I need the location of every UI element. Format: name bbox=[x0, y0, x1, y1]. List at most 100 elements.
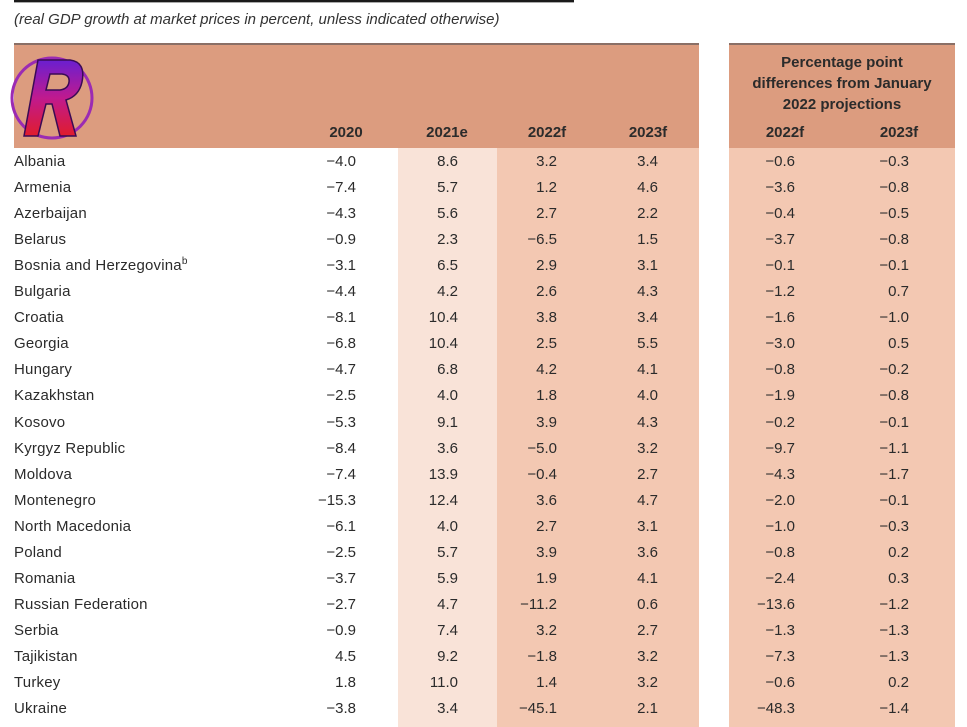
header-band-right bbox=[729, 45, 955, 148]
country-name: Albania bbox=[14, 149, 65, 175]
diff-2022f: −7.3 bbox=[765, 647, 795, 665]
value-2020: −3.7 bbox=[326, 569, 356, 587]
value-2023f: 2.7 bbox=[637, 465, 658, 483]
diff-2022f: −0.1 bbox=[765, 257, 795, 275]
diff-2022f: −0.6 bbox=[765, 153, 795, 170]
value-2023f: 4.0 bbox=[637, 387, 658, 405]
country-label: Tajikistan bbox=[14, 647, 78, 665]
value-2022f: 3.6 bbox=[536, 491, 557, 509]
country-name: Romania bbox=[14, 566, 75, 592]
diff-2023f: −0.5 bbox=[879, 205, 909, 223]
value-2022f: −11.2 bbox=[520, 595, 557, 613]
diff-2022f: −3.7 bbox=[765, 231, 795, 249]
country-name: Montenegro bbox=[14, 488, 96, 514]
diff-2022f: −0.2 bbox=[765, 413, 795, 431]
value-2020: −0.9 bbox=[326, 621, 356, 639]
country-label: Croatia bbox=[14, 309, 64, 327]
col-header-diff-2023f: 2023f bbox=[879, 124, 919, 141]
value-2021e: 3.4 bbox=[437, 700, 458, 718]
country-label: Kosovo bbox=[14, 413, 66, 431]
value-2022f: 3.2 bbox=[536, 153, 557, 170]
value-2021e: 5.6 bbox=[437, 205, 458, 223]
diff-2023f: 0.3 bbox=[888, 569, 909, 587]
country-name: Bosnia and Herzegovinab bbox=[14, 253, 188, 279]
col-header-2021e: 2021e bbox=[426, 124, 468, 141]
value-2022f: 1.9 bbox=[536, 569, 557, 587]
country-name: Belarus bbox=[14, 227, 66, 253]
value-2023f: 4.7 bbox=[637, 491, 658, 509]
table-row: Romania −3.7 5.9 1.9 4.1 −2.4 0.3 bbox=[0, 566, 967, 592]
diff-2022f: −0.6 bbox=[765, 674, 795, 691]
table-row: Bulgaria −4.4 4.2 2.6 4.3 −1.2 0.7 bbox=[0, 279, 967, 305]
diff-2023f: −0.8 bbox=[879, 179, 909, 197]
value-2020: −4.3 bbox=[326, 205, 356, 223]
value-2022f: 3.9 bbox=[536, 543, 557, 561]
country-name: Kosovo bbox=[14, 410, 65, 436]
value-2023f: 4.3 bbox=[637, 413, 658, 431]
table-row: Hungary −4.7 6.8 4.2 4.1 −0.8 −0.2 bbox=[0, 357, 967, 383]
value-2020: 4.5 bbox=[335, 647, 356, 665]
value-2020: −4.7 bbox=[326, 361, 356, 379]
table-row: Kyrgyz Republic −8.4 3.6 −5.0 3.2 −9.7 −1.1 bbox=[0, 436, 967, 462]
value-2022f: 3.8 bbox=[536, 309, 557, 327]
value-2021e: 2.3 bbox=[437, 231, 458, 249]
value-2020: −3.1 bbox=[326, 257, 356, 275]
country-name: Hungary bbox=[14, 357, 72, 383]
country-label: Georgia bbox=[14, 335, 69, 353]
value-2020: −3.8 bbox=[326, 700, 356, 718]
diff-2022f: −13.6 bbox=[757, 595, 795, 613]
value-2020: −4.0 bbox=[326, 153, 356, 170]
diff-2023f: −0.8 bbox=[879, 231, 909, 249]
value-2021e: 13.9 bbox=[428, 465, 458, 483]
country-name: Russian Federation bbox=[14, 592, 148, 618]
value-2020: −5.3 bbox=[326, 413, 356, 431]
value-2020: −7.4 bbox=[326, 179, 356, 197]
table-row: Georgia −6.8 10.4 2.5 5.5 −3.0 0.5 bbox=[0, 331, 967, 357]
diff-2023f: −1.3 bbox=[879, 621, 909, 639]
country-name: Azerbaijan bbox=[14, 201, 87, 227]
diff-2022f: −2.0 bbox=[765, 491, 795, 509]
value-2023f: 3.2 bbox=[637, 647, 658, 665]
country-label: North Macedonia bbox=[14, 517, 132, 535]
country-name: Poland bbox=[14, 540, 62, 566]
table-row: Tajikistan 4.5 9.2 −1.8 3.2 −7.3 −1.3 bbox=[0, 644, 967, 670]
value-2021e: 9.2 bbox=[437, 647, 458, 665]
diff-2023f: −1.0 bbox=[879, 309, 909, 327]
diff-2022f: −1.9 bbox=[765, 387, 795, 405]
diff-2022f: −0.8 bbox=[765, 543, 795, 561]
country-label: Kyrgyz Republic bbox=[14, 439, 126, 457]
value-2020: −8.1 bbox=[326, 309, 356, 327]
diff-2022f: −0.8 bbox=[765, 361, 795, 379]
value-2021e: 4.7 bbox=[437, 595, 458, 613]
country-name: Ukraine bbox=[14, 696, 67, 722]
value-2022f: 2.7 bbox=[536, 205, 557, 223]
pp-title-line3: 2022 projections bbox=[782, 96, 902, 113]
diff-2022f: −9.7 bbox=[765, 439, 795, 457]
country-label: Moldova bbox=[14, 465, 73, 483]
value-2022f: 3.2 bbox=[536, 621, 557, 639]
value-2021e: 10.4 bbox=[428, 335, 458, 353]
value-2023f: 3.2 bbox=[637, 674, 658, 691]
country-label: Armenia bbox=[14, 179, 72, 197]
country-name: Kazakhstan bbox=[14, 383, 94, 409]
table-row: Kazakhstan −2.5 4.0 1.8 4.0 −1.9 −0.8 bbox=[0, 383, 967, 409]
country-name: Kyrgyz Republic bbox=[14, 436, 125, 462]
table-row: Ukraine −3.8 3.4 −45.1 2.1 −48.3 −1.4 bbox=[0, 696, 967, 722]
column-band-forecast bbox=[497, 148, 699, 727]
value-2023f: 3.6 bbox=[637, 543, 658, 561]
value-2022f: −1.8 bbox=[527, 647, 557, 665]
title-strip bbox=[14, 0, 574, 3]
value-2020: −2.5 bbox=[326, 387, 356, 405]
diff-2023f: −0.3 bbox=[879, 153, 909, 170]
value-2023f: 5.5 bbox=[637, 335, 658, 353]
diff-2022f: −4.3 bbox=[765, 465, 795, 483]
country-label: Albania bbox=[14, 153, 66, 170]
diff-2023f: −1.1 bbox=[879, 439, 909, 457]
value-2023f: 0.6 bbox=[637, 595, 658, 613]
value-2021e: 11.0 bbox=[429, 674, 458, 691]
value-2022f: 2.6 bbox=[536, 283, 557, 301]
table-subtitle: (real GDP growth at market prices in per… bbox=[14, 11, 500, 28]
value-2020: −15.3 bbox=[318, 491, 356, 509]
value-2023f: 2.7 bbox=[637, 621, 658, 639]
country-label: Romania bbox=[14, 569, 76, 587]
